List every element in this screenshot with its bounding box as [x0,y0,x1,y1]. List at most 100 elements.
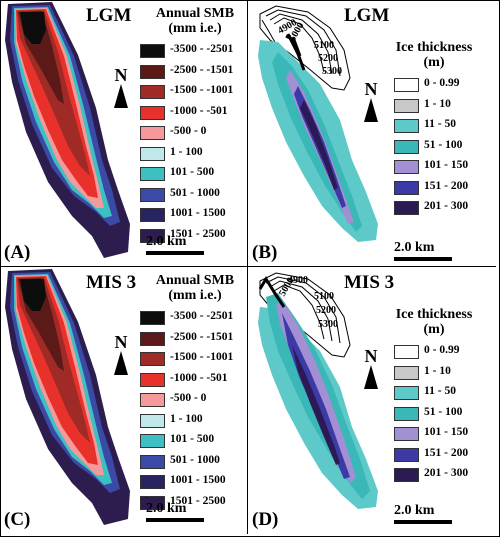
legend-label: 201 - 300 [424,200,469,212]
thickness-legend-title-line1: Ice thickness [395,40,473,55]
thickness-legend-title-line1: Ice thickness [395,307,473,322]
legend-label: 11 - 50 [424,118,456,130]
legend-label: 101 - 500 [170,166,215,178]
legend-label: 101 - 150 [424,426,469,438]
legend-swatch [394,78,419,92]
svg-text:5200: 5200 [318,53,338,64]
smb-legend-title-line2: (mm i.e.) [168,21,222,36]
north-arrow: N [110,66,132,113]
legend-swatch [394,406,419,421]
legend-swatch [394,160,419,174]
north-arrow-icon [364,98,378,122]
svg-text:4900: 4900 [288,275,308,286]
legend-label: -500 - 0 [170,125,207,137]
legend-label: 501 - 1000 [170,186,220,199]
legend-swatch [394,180,419,195]
legend-swatch [394,427,419,441]
svg-text:5100: 5100 [314,40,334,51]
panel-b: 4900 5000 5100 5200 5300 LGM Ice thickne… [248,0,496,267]
thickness-legend-title-line2: (m) [423,322,445,337]
scale-line [394,520,452,524]
legend-label: 0 - 0.99 [424,344,460,356]
legend-label: 1 - 100 [170,145,203,158]
smb-map-lgm [5,2,130,258]
panel-label: (B) [252,242,278,263]
thickness-legend-title: Ice thickness (m) [378,40,490,70]
panel-a: LGM Annual SMB (mm i.e.) -3500 - -2501 -… [0,0,248,267]
scale-line [146,251,204,255]
legend-swatch [140,331,165,346]
north-label: N [364,346,378,366]
scale-bar: 2.0 km [394,240,452,261]
smb-legend-title-line1: Annual SMB [155,6,235,21]
legend-label: -2500 - -1501 [170,63,234,76]
legend-label: -500 - 0 [170,392,207,404]
panel-label: (A) [4,242,31,263]
scale-bar: 2.0 km [146,501,204,522]
legend-swatch [140,187,165,202]
legend-label: 1 - 100 [170,412,203,425]
smb-legend-title-line2: (mm i.e.) [168,288,222,303]
legend-label: 1001 - 1500 [170,207,226,219]
smb-legend-title: Annual SMB (mm i.e.) [146,6,244,36]
north-arrow-icon [364,365,378,389]
legend-label: 1501 - 2500 [170,494,226,507]
legend-label: 1 - 10 [424,364,451,377]
legend-swatch [394,119,419,133]
legend-label: 151 - 200 [424,179,469,192]
legend-swatch [140,64,165,79]
thickness-legend-title-line2: (m) [423,55,445,70]
panel-d: 4900 5000 5100 5200 5300 MIS 3 Ice thick… [248,267,496,534]
legend-label: 501 - 1000 [170,453,220,466]
legend-label: 1001 - 1500 [170,474,226,486]
scale-label: 2.0 km [146,501,187,516]
legend-label: -1000 - -501 [170,104,228,117]
legend-swatch [394,201,419,215]
legend-label: -3500 - -2501 [170,310,234,322]
legend-swatch [140,85,165,99]
north-label: N [114,332,128,352]
north-arrow: N [360,347,382,394]
legend-swatch [394,447,419,462]
north-label: N [114,65,128,85]
scale-label: 2.0 km [394,503,435,518]
legend-label: 151 - 200 [424,446,469,459]
smb-legend-title: Annual SMB (mm i.e.) [146,273,244,303]
scale-line [146,518,204,522]
legend-swatch [140,44,165,58]
thickness-legend-title: Ice thickness (m) [378,307,490,337]
legend-swatch [140,434,165,448]
legend-swatch [140,167,165,181]
svg-text:5300: 5300 [318,319,338,330]
svg-text:5200: 5200 [316,305,336,316]
north-arrow: N [110,333,132,380]
legend-label: 11 - 50 [424,385,456,397]
legend-label: -1000 - -501 [170,371,228,384]
legend-swatch [140,352,165,366]
panel-c: MIS 3 Annual SMB (mm i.e.) -3500 - -2501… [0,267,248,534]
legend-label: -1500 - -1001 [170,351,234,363]
legend-swatch [140,413,165,428]
panel-title: MIS 3 [86,272,137,293]
north-label: N [364,79,378,99]
panel-label: (D) [252,509,279,530]
north-arrow-icon [114,84,128,108]
scale-bar: 2.0 km [146,234,204,255]
legend-label: 51 - 100 [424,138,463,151]
legend-swatch [394,468,419,482]
legend-label: -2500 - -1501 [170,330,234,343]
legend-label: -1500 - -1001 [170,84,234,96]
legend-swatch [394,139,419,154]
north-arrow-icon [114,351,128,375]
scale-label: 2.0 km [146,234,187,249]
legend-swatch [140,475,165,489]
smb-map-mis3 [5,269,130,525]
scale-bar: 2.0 km [394,503,452,524]
legend-label: 1 - 10 [424,97,451,110]
panel-title: LGM [344,5,390,26]
legend-label: 51 - 100 [424,405,463,418]
legend-swatch [140,495,165,510]
panel-title: LGM [86,5,132,26]
legend-label: 101 - 500 [170,433,215,445]
north-arrow: N [360,80,382,127]
